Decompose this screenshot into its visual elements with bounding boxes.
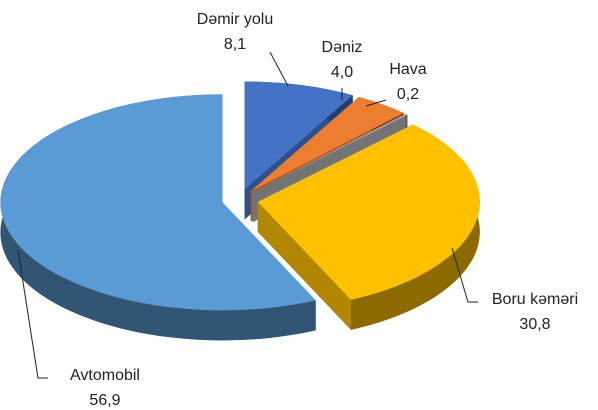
slice	[244, 81, 353, 190]
value-label: 56,9	[89, 392, 120, 409]
slice-rim	[351, 124, 480, 330]
slice	[0, 94, 316, 311]
slice-name: Avtomobil	[70, 367, 140, 384]
leader-line	[451, 247, 478, 303]
value-label: 8,1	[224, 36, 246, 53]
slice-name: Dəmir yolu	[197, 11, 273, 28]
slice-wall	[257, 201, 352, 330]
slice-name: Dəniz	[322, 39, 363, 56]
slice-name: Hava	[389, 61, 426, 78]
slice	[250, 96, 404, 192]
value-label: 30,8	[519, 316, 550, 333]
leader-line	[269, 51, 289, 87]
leader-line	[17, 249, 48, 379]
leader-line	[365, 99, 387, 107]
value-label: 4,0	[331, 64, 353, 81]
slice	[252, 113, 408, 193]
value-label: 0,2	[397, 86, 419, 103]
slice-rim	[0, 94, 316, 341]
slice-name: Boru kəməri	[492, 291, 578, 308]
slice	[257, 124, 480, 300]
